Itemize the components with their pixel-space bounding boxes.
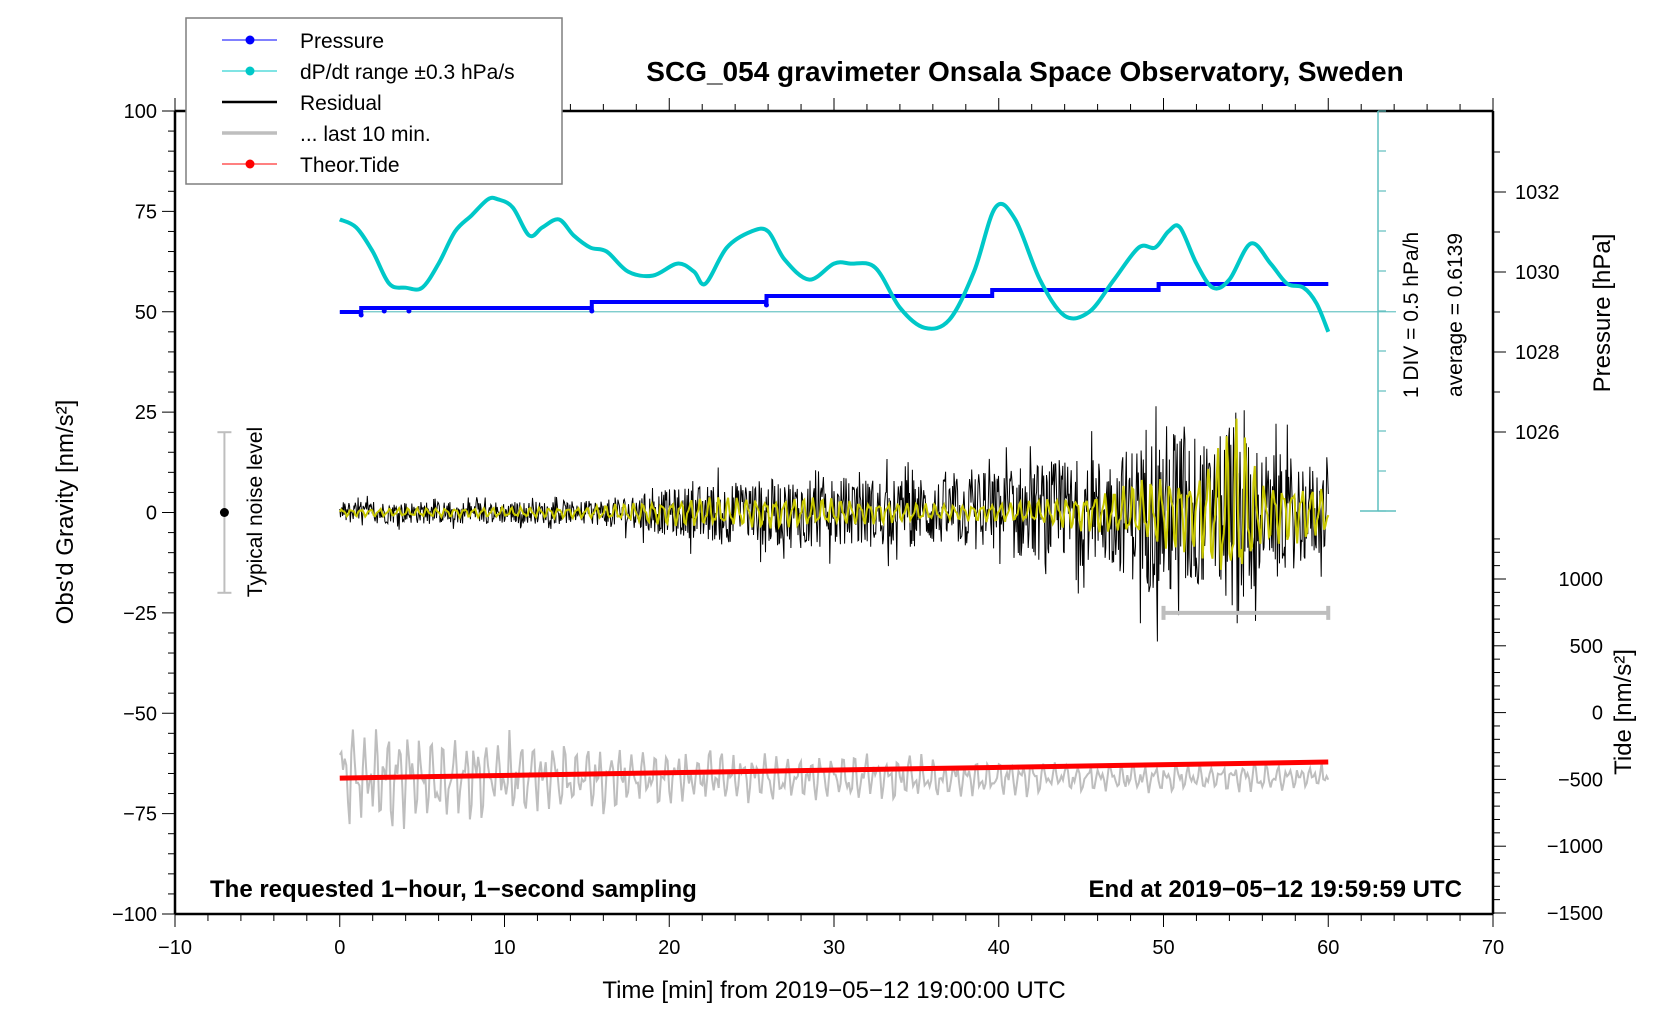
series-pressure-point: [589, 308, 595, 314]
legend-item-last10: ... last 10 min.: [222, 123, 431, 146]
annotation-end-time: End at 2019−05−12 19:59:59 UTC: [1088, 876, 1462, 903]
y-axis-title-pressure: Pressure [hPa]: [1589, 234, 1616, 393]
y-left-tick-label: −50: [123, 703, 157, 725]
tide-tick-label: −500: [1558, 769, 1603, 791]
y-left-tick-label: −100: [112, 904, 157, 926]
series-tide-line: [339, 759, 1329, 781]
legend-item-tide: Theor.Tide: [222, 154, 400, 177]
series-pressure-point: [358, 312, 364, 318]
y-left-tick-label: 50: [135, 302, 157, 324]
noise-level-label: Typical noise level: [244, 427, 267, 597]
legend-marker-pressure: [245, 35, 255, 45]
legend-marker-dpdt: [245, 66, 255, 76]
y-left-tick-label: −75: [123, 804, 157, 826]
y-left-tick-label: −25: [123, 603, 157, 625]
tide-tick-label: −1000: [1547, 836, 1603, 858]
legend-item-residual: Residual: [222, 92, 382, 115]
x-tick-label: 10: [493, 937, 515, 959]
tide-tick-label: −1500: [1547, 903, 1603, 925]
x-tick-label: 30: [823, 937, 845, 959]
pressure-tick-label: 1028: [1515, 342, 1560, 364]
series-residual-line: [339, 406, 1329, 642]
x-tick-label: 50: [1152, 937, 1174, 959]
legend-label-last10: ... last 10 min.: [300, 123, 431, 146]
series-pressure-point: [381, 308, 387, 314]
scale-div-label: 1 DIV = 0.5 hPa/h: [1400, 232, 1423, 398]
tide-tick-label: 500: [1570, 636, 1603, 658]
legend-item-pressure: Pressure: [222, 30, 384, 53]
x-tick-label: −10: [158, 937, 192, 959]
series-residual-smoothed-line: [338, 418, 1330, 570]
scale-average-label: average = 0.6139: [1444, 233, 1467, 397]
chart-title: SCG_054 gravimeter Onsala Space Observat…: [646, 56, 1403, 87]
y-left-tick-label: 25: [135, 402, 157, 424]
x-axis-title: Time [min] from 2019−05−12 19:00:00 UTC: [602, 977, 1065, 1004]
series-pressure-point: [406, 308, 412, 314]
pressure-tick-label: 1026: [1515, 422, 1560, 444]
tide-tick-label: 0: [1592, 703, 1603, 725]
series-last10-line: [338, 729, 1330, 829]
legend-label-tide: Theor.Tide: [300, 154, 400, 177]
legend-label-pressure: Pressure: [300, 30, 384, 53]
y-left-tick-label: 0: [146, 503, 157, 525]
annotation-sampling: The requested 1−hour, 1−second sampling: [210, 876, 697, 903]
x-tick-label: 40: [988, 937, 1010, 959]
series-pressure-point: [763, 302, 769, 308]
series-dpdt-line: [338, 195, 1331, 333]
pressure-tick-label: 1030: [1515, 262, 1560, 284]
legend: Pressure dP/dt range ±0.3 hPa/s Residual…: [185, 17, 563, 185]
x-tick-label: 20: [658, 937, 680, 959]
x-tick-label: 70: [1482, 937, 1504, 959]
noise-level-dot: [219, 508, 229, 517]
pressure-tick-label: 1032: [1515, 182, 1560, 204]
y-left-tick-label: 100: [124, 101, 157, 123]
y-axis-title-tide: Tide [nm/s²]: [1610, 649, 1637, 775]
tide-tick-label: 1000: [1559, 569, 1604, 591]
legend-marker-tide: [245, 159, 255, 169]
x-tick-label: 0: [334, 937, 345, 959]
legend-label-residual: Residual: [300, 92, 382, 115]
y-left-tick-label: 75: [135, 201, 157, 223]
series-pressure-line: [339, 282, 1329, 314]
series-layer: [338, 195, 1396, 829]
legend-label-dpdt: dP/dt range ±0.3 hPa/s: [300, 61, 515, 84]
y-axis-title-left: Obs'd Gravity [nm/s²]: [52, 400, 79, 625]
legend-item-dpdt: dP/dt range ±0.3 hPa/s: [222, 61, 515, 84]
x-tick-label: 60: [1317, 937, 1339, 959]
